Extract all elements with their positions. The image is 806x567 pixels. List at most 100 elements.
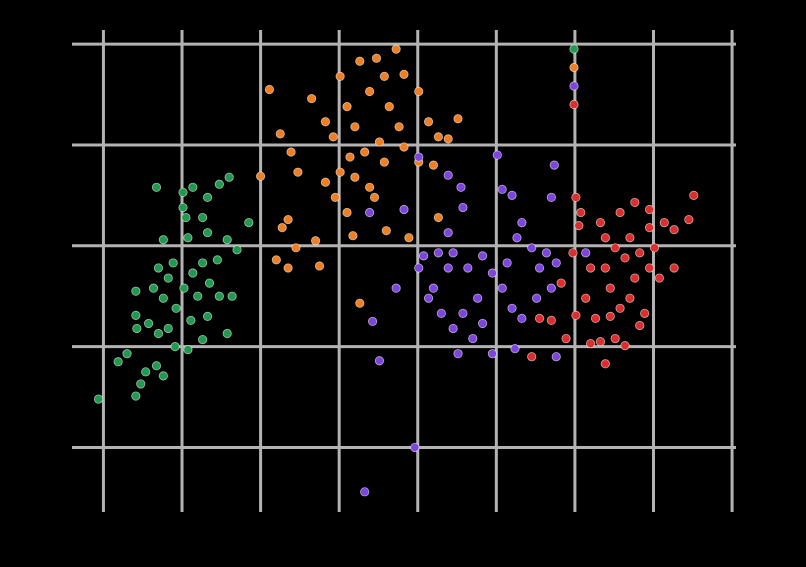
legend-marker xyxy=(569,44,579,54)
point xyxy=(394,122,404,132)
point xyxy=(186,315,196,326)
point xyxy=(384,102,394,112)
point xyxy=(433,248,443,258)
point xyxy=(574,221,584,231)
point xyxy=(151,361,162,371)
point xyxy=(183,345,193,355)
point xyxy=(669,225,679,235)
point xyxy=(649,243,660,253)
point xyxy=(615,303,625,313)
point xyxy=(193,291,203,301)
point xyxy=(335,71,345,81)
point xyxy=(595,336,606,347)
point xyxy=(458,202,468,213)
point xyxy=(342,207,352,218)
point xyxy=(433,212,443,223)
point xyxy=(644,263,655,273)
point xyxy=(463,263,473,273)
point xyxy=(507,190,517,200)
point xyxy=(188,268,198,278)
point xyxy=(310,236,321,246)
point xyxy=(365,86,375,97)
point xyxy=(644,223,655,233)
point xyxy=(198,212,208,223)
point xyxy=(590,313,601,323)
point xyxy=(571,310,581,320)
point xyxy=(654,273,664,283)
point xyxy=(222,235,232,245)
point xyxy=(456,182,466,192)
point xyxy=(355,298,365,308)
point xyxy=(568,248,578,258)
point xyxy=(214,291,224,301)
point xyxy=(227,291,237,301)
point xyxy=(148,283,159,293)
point xyxy=(600,359,610,369)
point xyxy=(428,160,439,170)
point xyxy=(141,367,151,377)
point xyxy=(600,233,610,243)
point xyxy=(581,293,591,303)
point xyxy=(271,255,281,265)
point xyxy=(153,263,164,273)
point xyxy=(293,167,303,177)
point xyxy=(541,248,552,258)
point xyxy=(448,248,458,258)
point xyxy=(428,283,439,293)
point xyxy=(689,190,699,200)
point xyxy=(527,352,537,362)
point xyxy=(615,207,625,218)
point xyxy=(581,248,591,258)
point xyxy=(534,263,545,273)
point xyxy=(630,197,640,208)
point xyxy=(414,152,424,162)
point xyxy=(244,217,254,228)
point xyxy=(365,182,375,192)
point xyxy=(635,248,645,258)
point xyxy=(275,129,285,139)
point xyxy=(283,214,293,225)
point xyxy=(546,192,556,202)
point xyxy=(132,323,142,334)
point xyxy=(131,391,141,401)
point xyxy=(625,233,635,243)
legend-marker xyxy=(569,62,579,73)
point xyxy=(625,293,635,303)
point xyxy=(355,56,365,66)
point xyxy=(586,339,596,349)
point xyxy=(171,303,181,313)
point xyxy=(556,278,566,288)
point xyxy=(436,308,446,318)
point xyxy=(620,253,630,263)
point xyxy=(433,132,443,142)
point xyxy=(546,315,556,326)
point xyxy=(328,132,338,142)
point xyxy=(527,243,537,253)
point xyxy=(348,231,358,241)
point xyxy=(360,147,370,157)
point xyxy=(179,283,189,293)
point xyxy=(283,263,293,273)
point xyxy=(640,308,650,318)
point xyxy=(551,352,561,362)
point xyxy=(605,311,615,321)
point xyxy=(335,167,345,177)
point xyxy=(367,316,378,327)
legend-marker xyxy=(569,99,579,110)
point xyxy=(443,263,453,273)
point xyxy=(443,228,453,238)
point xyxy=(158,235,168,245)
point xyxy=(144,318,154,329)
point xyxy=(546,283,556,293)
point xyxy=(381,226,391,236)
point xyxy=(188,182,198,192)
legend-marker xyxy=(569,81,579,91)
point xyxy=(414,263,424,273)
point xyxy=(342,102,352,112)
point xyxy=(669,263,679,273)
point xyxy=(419,251,429,261)
point xyxy=(379,157,389,167)
point xyxy=(497,283,507,293)
point xyxy=(131,286,141,296)
point xyxy=(551,258,561,268)
